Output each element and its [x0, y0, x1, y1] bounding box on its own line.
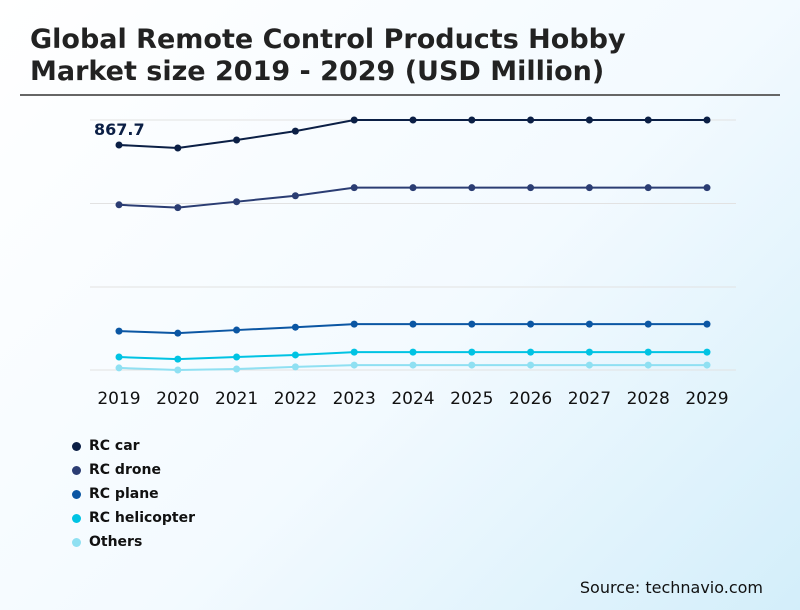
series-line — [118, 119, 707, 150]
x-tick-label: 2024 — [391, 389, 434, 409]
data-point — [703, 348, 711, 356]
data-point — [115, 353, 123, 361]
title-divider — [20, 94, 780, 96]
x-tick-label: 2020 — [156, 389, 199, 409]
legend: RC car RC drone RC plane RC helicopter Other… — [72, 434, 195, 554]
data-point — [468, 361, 476, 369]
data-point — [291, 351, 299, 359]
data-point — [409, 184, 417, 192]
data-label: 867.7 — [94, 120, 145, 139]
data-point — [350, 320, 358, 328]
x-tick-label: 2025 — [450, 389, 493, 409]
data-point — [468, 184, 476, 192]
data-point — [644, 116, 652, 124]
data-point — [174, 366, 182, 374]
legend-item: RC drone — [72, 458, 195, 482]
data-point — [409, 348, 417, 356]
data-point — [115, 141, 123, 149]
x-tick-label: 2022 — [274, 389, 317, 409]
x-tick-label: 2027 — [568, 389, 611, 409]
data-point — [527, 116, 535, 124]
data-point — [291, 127, 299, 135]
data-point — [174, 355, 182, 363]
data-point — [644, 361, 652, 369]
data-point — [468, 320, 476, 328]
data-point — [703, 361, 711, 369]
legend-marker — [72, 465, 81, 475]
legend-item: RC helicopter — [72, 506, 195, 530]
data-point — [644, 348, 652, 356]
chart-title: Global Remote Control Products Hobby Mar… — [30, 24, 626, 87]
x-tick-label: 2029 — [685, 389, 728, 409]
data-point — [585, 320, 593, 328]
data-point — [233, 326, 241, 334]
legend-marker — [72, 537, 81, 547]
data-point — [585, 184, 593, 192]
data-point — [291, 192, 299, 200]
data-point — [585, 361, 593, 369]
data-point — [115, 327, 123, 335]
data-point — [409, 116, 417, 124]
data-point — [468, 348, 476, 356]
legend-marker — [72, 489, 81, 499]
source-note: Source: technavio.com — [579, 578, 763, 597]
data-point — [233, 198, 241, 206]
data-point — [703, 184, 711, 192]
data-point — [350, 184, 358, 192]
legend-item: RC plane — [72, 482, 195, 506]
legend-label: RC helicopter — [89, 510, 196, 526]
data-point — [703, 320, 711, 328]
data-point — [174, 144, 182, 152]
x-tick-label: 2028 — [627, 389, 670, 409]
x-tick-label: 2023 — [333, 389, 376, 409]
data-point — [585, 348, 593, 356]
legend-marker — [72, 441, 81, 451]
data-point — [233, 353, 241, 361]
legend-label: RC car — [89, 438, 140, 454]
data-point — [527, 348, 535, 356]
data-point — [409, 361, 417, 369]
data-point — [350, 361, 358, 369]
legend-label: RC drone — [89, 462, 161, 478]
data-point — [527, 320, 535, 328]
x-tick-label: 2019 — [97, 389, 140, 409]
data-point — [174, 329, 182, 337]
data-point — [527, 184, 535, 192]
data-point — [350, 116, 358, 124]
data-point — [115, 201, 123, 209]
legend-marker — [72, 513, 81, 523]
data-point — [409, 320, 417, 328]
data-point — [527, 361, 535, 369]
data-point — [291, 323, 299, 331]
data-point — [585, 116, 593, 124]
data-point — [233, 136, 241, 144]
data-point — [115, 364, 123, 372]
data-point — [350, 348, 358, 356]
data-point — [291, 363, 299, 371]
legend-label: RC plane — [89, 486, 159, 502]
data-point — [233, 365, 241, 373]
x-tick-label: 2026 — [509, 389, 552, 409]
data-point — [703, 116, 711, 124]
data-point — [468, 116, 476, 124]
legend-item: RC car — [72, 434, 195, 458]
x-tick-label: 2021 — [215, 389, 258, 409]
data-point — [644, 320, 652, 328]
data-point — [644, 184, 652, 192]
legend-label: Others — [89, 534, 143, 550]
data-point — [174, 204, 182, 212]
legend-item: Others — [72, 530, 195, 554]
